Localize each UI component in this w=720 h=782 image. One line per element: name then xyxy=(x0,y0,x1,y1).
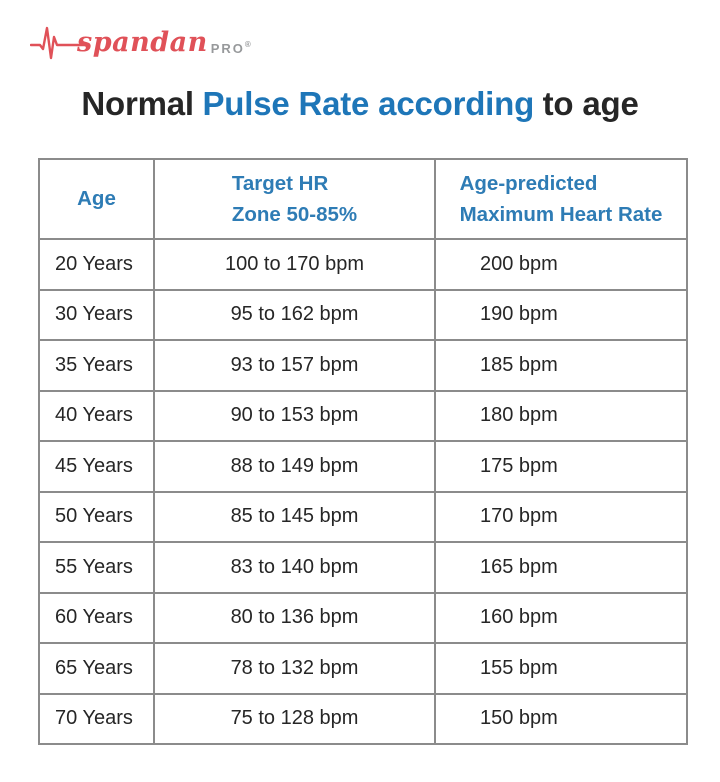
pulse-rate-table: Age Target HR Zone 50-85% Age-predicted … xyxy=(38,158,688,745)
target-cell: 100 to 170 bpm xyxy=(153,238,436,291)
header-target-hr: Target HR Zone 50-85% xyxy=(153,158,436,240)
page-title: Normal Pulse Rate according to age xyxy=(0,84,720,124)
title-highlight: Pulse Rate according xyxy=(202,85,535,122)
target-cell: 95 to 162 bpm xyxy=(153,288,436,341)
age-cell: 35 Years xyxy=(38,339,155,392)
age-cell: 70 Years xyxy=(38,692,155,745)
max-cell: 150 bpm xyxy=(434,692,688,745)
age-cell: 60 Years xyxy=(38,591,155,644)
table-row: 70 Years 75 to 128 bpm 150 bpm xyxy=(38,692,688,745)
max-cell: 170 bpm xyxy=(434,490,688,543)
header-row: Age Target HR Zone 50-85% Age-predicted … xyxy=(38,158,688,240)
header-age: Age xyxy=(38,158,155,240)
registered-trademark: ® xyxy=(244,40,251,49)
header-target-hr-line1: Target HR xyxy=(231,172,329,195)
age-cell: 65 Years xyxy=(38,642,155,695)
header-max-hr-line2: Maximum Heart Rate xyxy=(459,203,663,226)
table-row: 45 Years 88 to 149 bpm 175 bpm xyxy=(38,440,688,493)
target-cell: 88 to 149 bpm xyxy=(153,440,436,493)
table-row: 35 Years 93 to 157 bpm 185 bpm xyxy=(38,339,688,392)
target-cell: 78 to 132 bpm xyxy=(153,642,436,695)
brand-name: spandan xyxy=(77,26,208,58)
header-target-hr-line2: Zone 50-85% xyxy=(231,203,358,226)
target-cell: 85 to 145 bpm xyxy=(153,490,436,543)
title-part1: Normal xyxy=(81,85,194,122)
max-cell: 190 bpm xyxy=(434,288,688,341)
spandan-pro-logo: spandan PRO® xyxy=(30,22,251,62)
table-body: 20 Years 100 to 170 bpm 200 bpm 30 Years… xyxy=(38,238,688,745)
table-row: 40 Years 90 to 153 bpm 180 bpm xyxy=(38,389,688,442)
max-cell: 155 bpm xyxy=(434,642,688,695)
age-cell: 20 Years xyxy=(38,238,155,291)
max-cell: 175 bpm xyxy=(434,440,688,493)
table-row: 65 Years 78 to 132 bpm 155 bpm xyxy=(38,642,688,695)
age-cell: 40 Years xyxy=(38,389,155,442)
max-cell: 180 bpm xyxy=(434,389,688,442)
table-row: 50 Years 85 to 145 bpm 170 bpm xyxy=(38,490,688,543)
age-cell: 50 Years xyxy=(38,490,155,543)
max-cell: 160 bpm xyxy=(434,591,688,644)
header-max-hr: Age-predicted Maximum Heart Rate xyxy=(434,158,688,240)
heartbeat-pulse-icon xyxy=(30,26,86,60)
target-cell: 90 to 153 bpm xyxy=(153,389,436,442)
max-cell: 165 bpm xyxy=(434,541,688,594)
max-cell: 200 bpm xyxy=(434,238,688,291)
header-max-hr-line1: Age-predicted xyxy=(459,172,598,195)
target-cell: 75 to 128 bpm xyxy=(153,692,436,745)
table-row: 30 Years 95 to 162 bpm 190 bpm xyxy=(38,288,688,341)
age-cell: 45 Years xyxy=(38,440,155,493)
target-cell: 83 to 140 bpm xyxy=(153,541,436,594)
brand-suffix: PRO® xyxy=(210,40,251,56)
age-cell: 30 Years xyxy=(38,288,155,341)
table-row: 60 Years 80 to 136 bpm 160 bpm xyxy=(38,591,688,644)
table-row: 55 Years 83 to 140 bpm 165 bpm xyxy=(38,541,688,594)
table-header: Age Target HR Zone 50-85% Age-predicted … xyxy=(38,158,688,240)
age-cell: 55 Years xyxy=(38,541,155,594)
max-cell: 185 bpm xyxy=(434,339,688,392)
title-part2: to age xyxy=(542,85,639,122)
target-cell: 80 to 136 bpm xyxy=(153,591,436,644)
target-cell: 93 to 157 bpm xyxy=(153,339,436,392)
table-row: 20 Years 100 to 170 bpm 200 bpm xyxy=(38,238,688,291)
